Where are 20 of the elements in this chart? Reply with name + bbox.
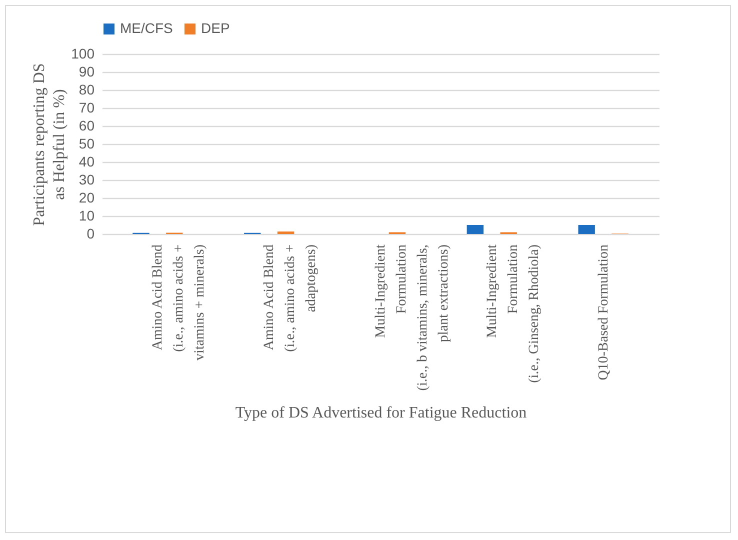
legend-label: DEP [201,20,230,36]
legend-label: ME/CFS [120,20,173,36]
y-tick-label: 10 [78,208,95,224]
x-axis-title: Type of DS Advertised for Fatigue Reduction [235,404,527,422]
x-tick-label: Multi-Ingredient Formulation (i.e., Ginseng, Rhodiola) [484,244,542,383]
y-tick-label: 70 [78,100,95,116]
y-tick-label: 80 [78,82,95,98]
y-axis-title: Participants reporting DS as Helpful (in %) [31,63,68,226]
x-tick-label: Multi-Ingredient Formulation (i.e., b vitamins, minerals, plant extractions) [374,244,452,391]
y-tick-label: 50 [78,136,95,152]
x-tick-label: Amino Acid Blend (i.e., amino acids + vitamins + minerals) [150,244,208,360]
x-tick-label: Amino Acid Blend (i.e., amino acids + adaptogens) [262,244,320,352]
y-tick-label: 20 [78,190,95,206]
y-tick-label: 90 [78,64,95,80]
y-tick-label: 0 [86,226,95,242]
x-tick-label: Q10-Based Formulation [596,244,612,380]
y-tick-label: 100 [71,46,95,62]
y-tick-label: 40 [78,154,95,170]
y-tick-label: 30 [78,172,95,188]
y-tick-label: 60 [78,118,95,134]
